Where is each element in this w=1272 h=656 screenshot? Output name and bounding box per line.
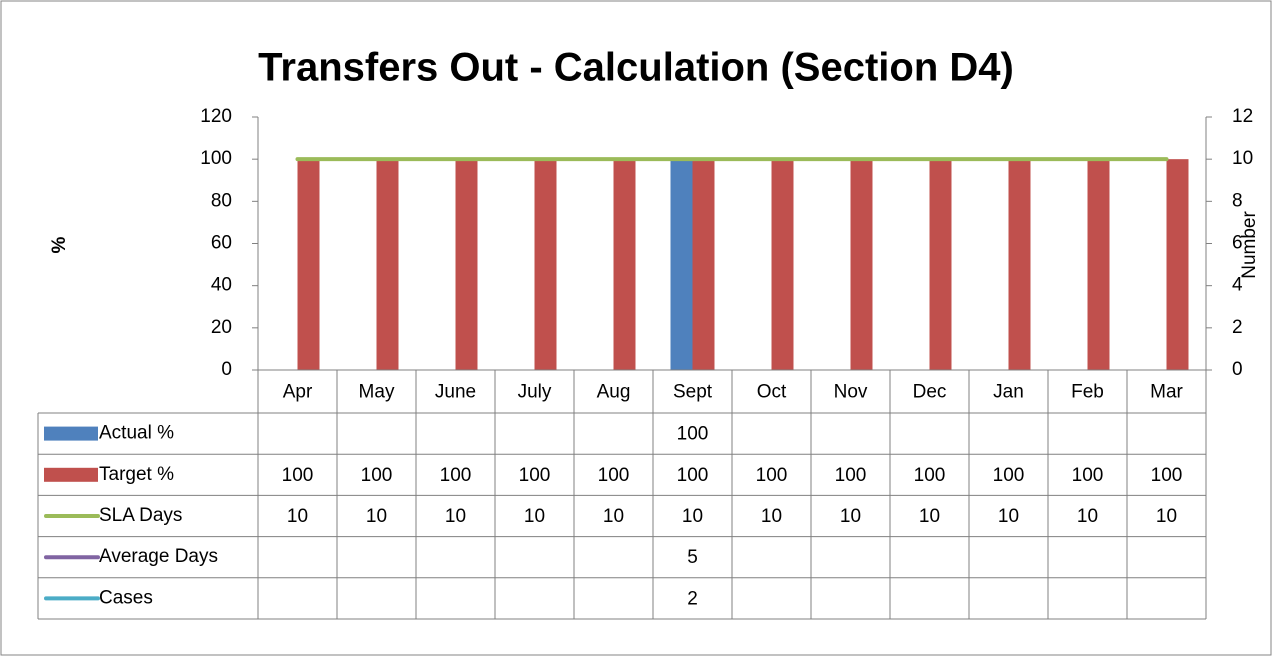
- legend-key: [44, 426, 98, 441]
- table-value: 10: [919, 506, 940, 527]
- x-tick-label: July: [518, 382, 552, 403]
- table-value: 100: [993, 465, 1025, 486]
- bar: [771, 159, 794, 370]
- x-tick-label: Apr: [283, 382, 313, 403]
- x-tick-label: Feb: [1071, 382, 1104, 403]
- table-value: 100: [361, 465, 393, 486]
- y-tick-label: 0: [221, 359, 232, 380]
- y2-tick-label: 0: [1232, 359, 1243, 380]
- bar: [850, 159, 873, 370]
- bar: [1087, 159, 1110, 370]
- bar: [376, 159, 399, 370]
- table-value: 10: [761, 506, 782, 527]
- table-value: 10: [998, 506, 1019, 527]
- x-tick-label: Dec: [913, 382, 947, 403]
- y2-tick-label: 8: [1232, 190, 1243, 211]
- legend-label: Target %: [99, 464, 174, 485]
- table-value: 100: [598, 465, 630, 486]
- y2-axis-label: Number: [1239, 211, 1260, 279]
- x-tick-label: Jan: [993, 382, 1024, 403]
- y2-tick-label: 12: [1232, 106, 1253, 127]
- y-tick-label: 60: [211, 233, 232, 254]
- table-value: 2: [687, 588, 698, 609]
- table-value: 10: [1077, 506, 1098, 527]
- y2-tick-label: 4: [1232, 275, 1243, 296]
- table-value: 10: [287, 506, 308, 527]
- table-value: 10: [682, 506, 703, 527]
- x-tick-label: Oct: [757, 382, 787, 403]
- x-tick-label: Mar: [1150, 382, 1183, 403]
- legend-label: Cases: [99, 587, 153, 608]
- y-tick-label: 120: [200, 106, 232, 127]
- table-value: 100: [835, 465, 867, 486]
- y-tick-label: 40: [211, 275, 232, 296]
- table-value: 10: [603, 506, 624, 527]
- y-tick-label: 100: [200, 148, 232, 169]
- bar: [534, 159, 557, 370]
- bar: [1166, 159, 1189, 370]
- table-value: 100: [1151, 465, 1183, 486]
- bar: [692, 159, 715, 370]
- table-value: 100: [440, 465, 472, 486]
- table-value: 100: [756, 465, 788, 486]
- y-axis-label: %: [49, 236, 70, 253]
- legend-key: [44, 467, 98, 482]
- bar: [613, 159, 636, 370]
- bar: [670, 159, 693, 370]
- table-value: 10: [840, 506, 861, 527]
- legend-label: Average Days: [99, 546, 218, 567]
- table-value: 100: [914, 465, 946, 486]
- legend-label: Actual %: [99, 423, 174, 444]
- chart-title: Transfers Out - Calculation (Section D4): [258, 46, 1014, 90]
- bar: [297, 159, 320, 370]
- bar: [455, 159, 478, 370]
- y-tick-label: 80: [211, 190, 232, 211]
- table-value: 10: [1156, 506, 1177, 527]
- table-value: 100: [1072, 465, 1104, 486]
- legend-label: SLA Days: [99, 505, 182, 526]
- x-tick-label: Aug: [597, 382, 631, 403]
- y2-tick-label: 2: [1232, 317, 1243, 338]
- x-tick-label: Sept: [673, 382, 713, 403]
- table-value: 5: [687, 547, 698, 568]
- table-value: 100: [677, 465, 709, 486]
- x-tick-label: June: [435, 382, 476, 403]
- y2-tick-label: 6: [1232, 233, 1243, 254]
- x-tick-label: Nov: [834, 382, 868, 403]
- y-tick-label: 20: [211, 317, 232, 338]
- bar: [1008, 159, 1031, 370]
- table-value: 10: [366, 506, 387, 527]
- table-value: 100: [677, 424, 709, 445]
- table-value: 10: [445, 506, 466, 527]
- table-value: 100: [282, 465, 314, 486]
- x-tick-label: May: [359, 382, 395, 403]
- table-value: 10: [524, 506, 545, 527]
- bar: [929, 159, 952, 370]
- table-value: 100: [519, 465, 551, 486]
- y2-tick-label: 10: [1232, 148, 1253, 169]
